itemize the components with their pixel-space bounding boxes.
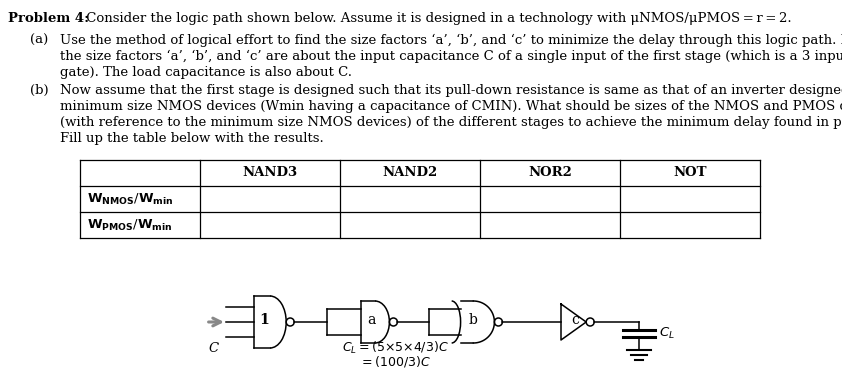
- Text: C: C: [209, 342, 219, 355]
- Text: $\mathbf{W}_{\mathbf{PMOS}}/\mathbf{W}_{\mathbf{min}}$: $\mathbf{W}_{\mathbf{PMOS}}/\mathbf{W}_{…: [88, 218, 173, 232]
- Text: NOR2: NOR2: [528, 167, 572, 179]
- Text: Now assume that the first stage is designed such that its pull-down resistance i: Now assume that the first stage is desig…: [60, 84, 842, 97]
- Text: gate). The load capacitance is also about C.: gate). The load capacitance is also abou…: [60, 66, 352, 79]
- Text: NOT: NOT: [674, 167, 706, 179]
- Text: $C_L = (5{\times}5{\times}4/3)C$: $C_L = (5{\times}5{\times}4/3)C$: [342, 340, 448, 356]
- Text: Problem 4:: Problem 4:: [8, 12, 89, 25]
- Text: Fill up the table below with the results.: Fill up the table below with the results…: [60, 132, 324, 145]
- Text: Consider the logic path shown below. Assume it is designed in a technology with : Consider the logic path shown below. Ass…: [82, 12, 791, 25]
- Text: (with reference to the minimum size NMOS devices) of the different stages to ach: (with reference to the minimum size NMOS…: [60, 116, 842, 129]
- Text: (b): (b): [30, 84, 49, 97]
- Text: $\mathbf{W}_{\mathbf{NMOS}}/\mathbf{W}_{\mathbf{min}}$: $\mathbf{W}_{\mathbf{NMOS}}/\mathbf{W}_{…: [87, 191, 173, 207]
- Text: the size factors ‘a’, ‘b’, and ‘c’ are about the input capacitance C of a single: the size factors ‘a’, ‘b’, and ‘c’ are a…: [60, 50, 842, 63]
- Text: 1: 1: [259, 313, 269, 327]
- Text: a: a: [367, 313, 376, 327]
- Text: b: b: [468, 313, 477, 327]
- Text: c: c: [571, 313, 579, 327]
- Text: minimum size NMOS devices (Wmin having a capacitance of CMIN). What should be si: minimum size NMOS devices (Wmin having a…: [60, 100, 842, 113]
- Text: NAND2: NAND2: [382, 167, 438, 179]
- Text: $C_L$: $C_L$: [659, 325, 675, 340]
- Text: (a): (a): [30, 34, 48, 47]
- Text: $= (100/3)C$: $= (100/3)C$: [359, 354, 431, 369]
- Text: NAND3: NAND3: [242, 167, 297, 179]
- Text: Use the method of logical effort to find the size factors ‘a’, ‘b’, and ‘c’ to m: Use the method of logical effort to find…: [60, 34, 842, 47]
